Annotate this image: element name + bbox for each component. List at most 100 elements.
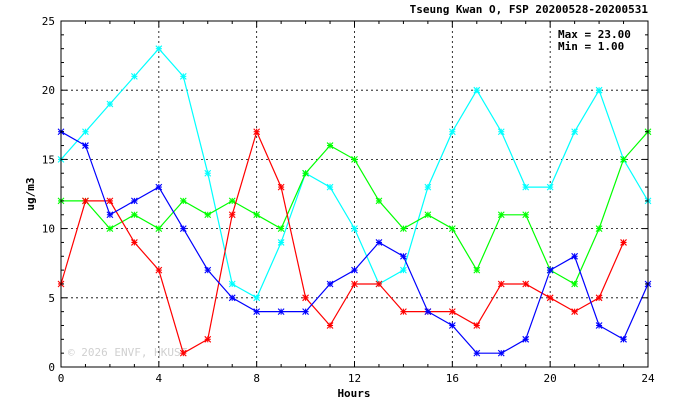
y-tick-label: 20 xyxy=(42,84,55,97)
data-point xyxy=(400,308,407,316)
data-point xyxy=(228,280,236,288)
data-point xyxy=(595,322,603,329)
data-point xyxy=(571,128,579,136)
data-point xyxy=(351,280,358,288)
data-point xyxy=(106,197,114,205)
data-point xyxy=(253,128,261,136)
data-point xyxy=(228,211,236,219)
data-point xyxy=(179,72,187,80)
data-point xyxy=(424,308,432,316)
x-tick-label: 20 xyxy=(544,372,557,385)
data-point xyxy=(130,197,138,205)
data-point xyxy=(326,183,334,191)
data-point xyxy=(375,197,383,205)
data-point xyxy=(571,308,579,316)
series-group xyxy=(57,45,652,357)
data-point xyxy=(620,156,627,163)
data-point xyxy=(228,197,236,205)
series-1 xyxy=(57,128,652,288)
data-point xyxy=(522,335,530,343)
data-point xyxy=(155,183,163,191)
data-point xyxy=(497,280,505,288)
data-point xyxy=(179,225,187,232)
x-tick-label: 16 xyxy=(446,372,459,385)
data-point xyxy=(546,266,554,274)
data-point xyxy=(326,322,334,329)
data-point xyxy=(179,349,187,357)
data-point xyxy=(595,294,603,302)
x-axis-title: Hours xyxy=(337,387,370,400)
data-point xyxy=(277,183,285,191)
data-point xyxy=(302,294,309,302)
data-point xyxy=(204,335,212,343)
data-point xyxy=(130,211,138,219)
data-point xyxy=(155,45,163,53)
min-stat: Min = 1.00 xyxy=(558,40,624,53)
data-point xyxy=(473,266,481,274)
data-point xyxy=(179,197,187,205)
data-point xyxy=(448,308,456,316)
series-line xyxy=(60,129,625,355)
data-point xyxy=(448,225,456,232)
data-point xyxy=(302,169,309,177)
data-point xyxy=(82,197,89,205)
data-point xyxy=(571,252,579,260)
y-axis-title: ug/m3 xyxy=(24,177,37,210)
data-point xyxy=(204,266,212,274)
data-point xyxy=(497,128,505,136)
data-point xyxy=(326,142,334,149)
data-point xyxy=(424,211,432,219)
watermark-text: © 2026 ENVF, HKUST xyxy=(68,346,188,359)
data-point xyxy=(448,128,456,136)
data-point xyxy=(82,142,89,149)
data-point xyxy=(351,266,358,274)
y-tick-label: 10 xyxy=(42,223,55,236)
data-point xyxy=(522,280,530,288)
data-point xyxy=(106,100,114,108)
data-point xyxy=(253,211,261,219)
data-point xyxy=(473,349,481,357)
data-point xyxy=(155,266,163,274)
data-point xyxy=(497,211,505,219)
chart-title: Tseung Kwan O, FSP 20200528-20200531 xyxy=(410,3,649,16)
series-2 xyxy=(57,128,627,357)
data-point xyxy=(620,335,627,343)
data-point xyxy=(522,183,530,191)
y-tick-label: 25 xyxy=(42,15,55,28)
data-point xyxy=(106,225,114,232)
series-3 xyxy=(57,128,652,357)
y-tick-label: 15 xyxy=(42,153,55,166)
data-point xyxy=(302,308,309,316)
max-stat: Max = 23.00 xyxy=(558,28,631,41)
data-point xyxy=(400,225,407,232)
x-tick-label: 4 xyxy=(156,372,163,385)
series-0 xyxy=(57,45,652,302)
data-point xyxy=(351,156,358,163)
data-point xyxy=(595,225,603,232)
axis-ticks: 0 4 8 12 16 20 24 0 5 10 15 20 25 xyxy=(42,15,655,385)
data-point xyxy=(571,280,579,288)
data-point xyxy=(351,225,358,232)
data-point xyxy=(400,252,407,260)
data-point xyxy=(106,211,114,219)
data-point xyxy=(155,225,163,232)
data-point xyxy=(595,86,603,94)
data-point xyxy=(375,239,383,246)
data-point xyxy=(473,86,481,94)
data-point xyxy=(277,239,285,246)
x-tick-label: 12 xyxy=(348,372,361,385)
data-point xyxy=(277,308,285,316)
data-point xyxy=(400,266,407,274)
x-tick-label: 0 xyxy=(58,372,65,385)
data-point xyxy=(620,239,627,246)
data-point xyxy=(546,183,554,191)
data-point xyxy=(130,239,138,246)
data-point xyxy=(375,280,383,288)
data-point xyxy=(522,211,530,219)
data-point xyxy=(473,322,481,329)
data-point xyxy=(277,225,285,232)
y-tick-label: 0 xyxy=(48,361,55,374)
data-point xyxy=(204,169,212,177)
